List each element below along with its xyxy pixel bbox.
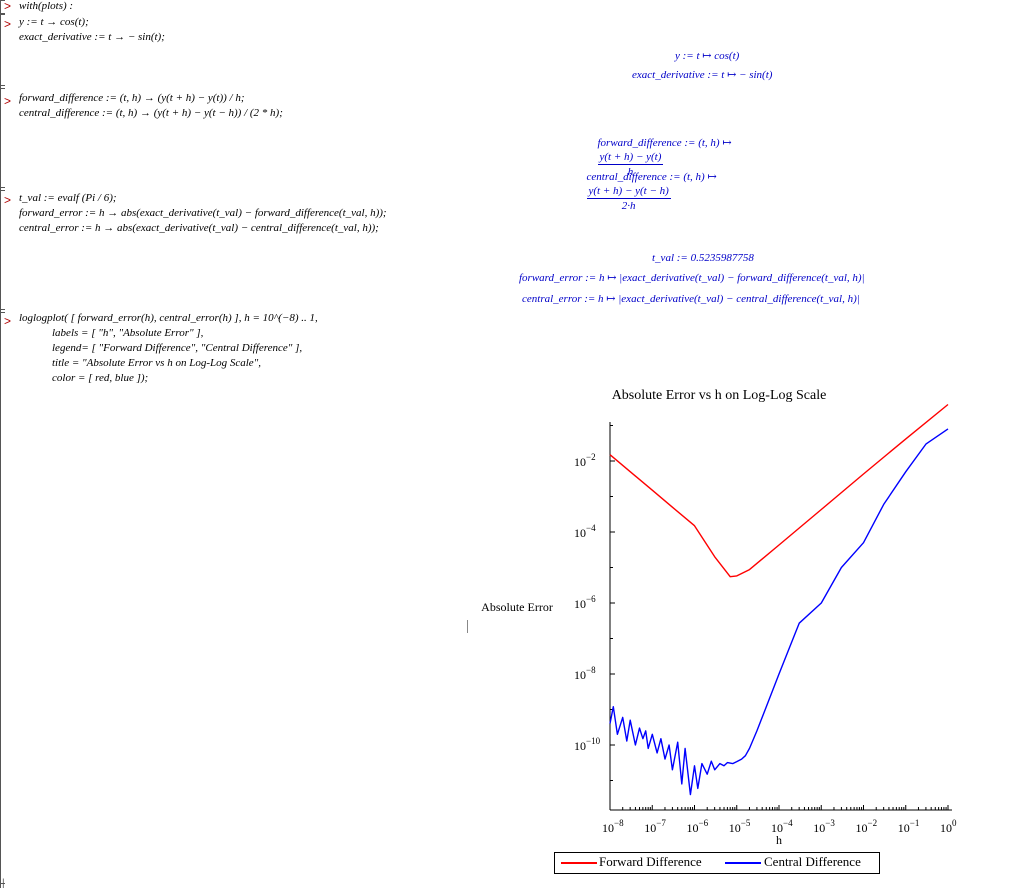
output-forward-error: forward_error := h ↦ |exact_derivative(t… — [519, 272, 865, 284]
input-define-y[interactable]: y := t → cos(t); exact_derivative := t →… — [19, 16, 165, 43]
y-tick-label: 10−10 — [574, 736, 601, 753]
input-define-differences[interactable]: forward_difference := (t, h) → (y(t + h)… — [19, 92, 283, 119]
cen-lhs: central_difference := (t, h) ↦ — [586, 171, 717, 183]
cen-denominator: 2·h — [621, 200, 636, 212]
fwd-fraction: y(t + h) − y(t) h — [597, 150, 664, 179]
prompt-marker: > — [4, 193, 12, 207]
output-central-difference: central_difference := (t, h) ↦ y(t + h) … — [581, 156, 717, 213]
y-tick-label: 10−8 — [574, 665, 596, 682]
x-tick-label: 10−5 — [729, 818, 751, 835]
x-tick-label: 10−4 — [771, 818, 793, 835]
x-tick-label: 10−6 — [687, 818, 709, 835]
group-bracket[interactable] — [1, 14, 5, 86]
plot-legend: Forward Difference Central Difference — [554, 852, 880, 874]
y-axis-label: Absolute Error — [481, 600, 553, 614]
y-tick-label: 10−4 — [574, 523, 596, 540]
output-y: y := t ↦ cos(t) — [675, 50, 740, 62]
cen-numerator: y(t + h) − y(t − h) — [586, 185, 671, 199]
legend-swatch-central — [725, 862, 761, 864]
fwd-denominator: h — [627, 166, 634, 178]
y-tick-label: 10−2 — [574, 452, 596, 469]
group-bracket[interactable] — [1, 0, 5, 14]
input-loglogplot[interactable]: loglogplot( [ forward_error(h), central_… — [19, 312, 318, 384]
plot-ticks: 10−8 10−7 10−6 10−5 10−4 10−3 10−2 10−1 100 10−2 1… — [574, 425, 957, 835]
x-tick-label: 10−3 — [813, 818, 835, 835]
central-difference-curve — [609, 428, 949, 796]
output-central-error: central_error := h ↦ |exact_derivative(t… — [522, 293, 860, 305]
group-bracket[interactable] — [1, 312, 5, 884]
x-tick-label: 100 — [940, 818, 957, 835]
worksheet-left-border — [0, 0, 1, 888]
legend-swatch-forward — [561, 862, 597, 864]
fwd-lhs: forward_difference := (t, h) ↦ — [597, 137, 732, 149]
group-bracket[interactable] — [1, 190, 5, 310]
prompt-marker: > — [4, 0, 12, 13]
prompt-marker: > — [4, 314, 12, 328]
x-tick-label: 10−8 — [602, 818, 624, 835]
legend-label-forward: Forward Difference — [599, 854, 702, 869]
output-t-val: t_val := 0.5235987758 — [652, 252, 754, 264]
output-forward-difference: forward_difference := (t, h) ↦ y(t + h) … — [592, 122, 732, 179]
x-tick-label: 10−1 — [898, 818, 920, 835]
input-with-plots[interactable]: with(plots) : — [19, 0, 74, 12]
output-exact-derivative: exact_derivative := t ↦ − sin(t) — [632, 69, 773, 81]
prompt-marker: > — [4, 17, 12, 31]
group-bracket[interactable] — [1, 88, 5, 188]
fwd-numerator: y(t + h) − y(t) — [597, 151, 664, 165]
prompt-marker: > — [4, 94, 12, 108]
text-cursor — [467, 620, 468, 633]
empty-prompt-marker[interactable]: | — [2, 878, 5, 889]
legend-label-central: Central Difference — [764, 854, 861, 869]
forward-difference-curve — [609, 403, 949, 578]
cen-fraction: y(t + h) − y(t − h) 2·h — [586, 184, 671, 213]
input-define-errors[interactable]: t_val := evalf (Pi / 6); forward_error :… — [19, 192, 387, 234]
x-tick-label: 10−7 — [644, 818, 666, 835]
x-tick-label: 10−2 — [856, 818, 878, 835]
plot-curves — [609, 403, 949, 796]
plot-title: Absolute Error vs h on Log-Log Scale — [612, 388, 827, 403]
x-axis-label: h — [776, 833, 782, 847]
y-tick-label: 10−6 — [574, 594, 596, 611]
